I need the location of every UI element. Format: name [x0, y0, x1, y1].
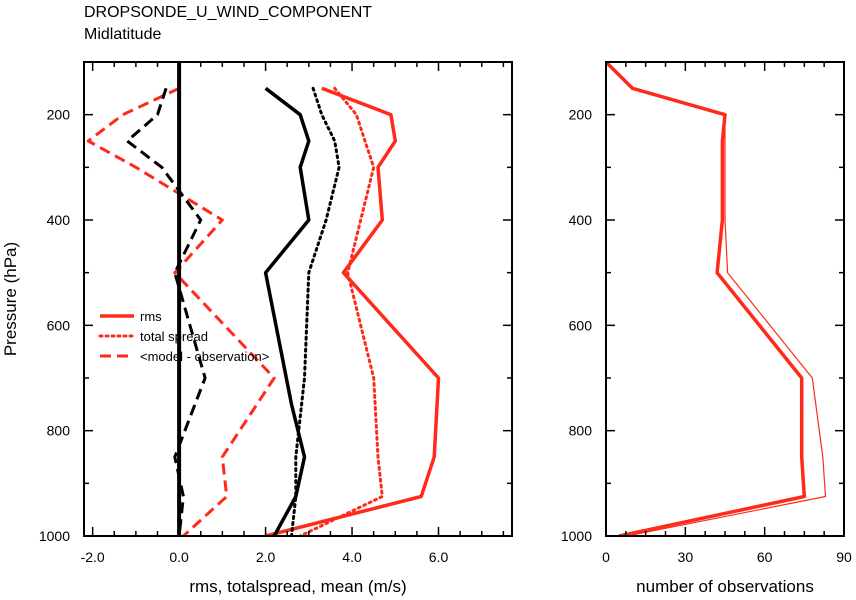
legend-label: rms [140, 309, 162, 324]
y-tick-label: 800 [47, 423, 71, 439]
legend-label: total spread [140, 329, 208, 344]
chart-title: DROPSONDE_U_WIND_COMPONENT [84, 4, 372, 21]
x-tick-label: 0 [602, 549, 610, 565]
series-group [606, 62, 827, 536]
x-tick-label: 60 [757, 549, 773, 565]
series-5-line [125, 87, 207, 536]
series-1-line [606, 62, 827, 536]
y-tick-label: 1000 [39, 528, 70, 544]
chart-subtitle: Midlatitude [84, 26, 161, 43]
y-tick-label: 400 [47, 212, 71, 228]
x-axis-label: rms, totalspread, mean (m/s) [189, 577, 406, 596]
y-tick-label: 600 [569, 317, 593, 333]
x-tick-label: 0.0 [169, 549, 189, 565]
x-tick-label: 4.0 [342, 549, 362, 565]
x-tick-label: 90 [836, 549, 852, 565]
x-tick-label: 30 [678, 549, 694, 565]
legend: rms total spread <model - observation> [98, 309, 269, 364]
legend-label: <model - observation> [140, 349, 269, 364]
y-axis-label: Pressure (hPa) [1, 242, 20, 356]
x-tick-label: 2.0 [256, 549, 276, 565]
series-3-line [263, 86, 311, 536]
left-panel: -2.0 0.0 2.0 4.0 6.0 200 400 600 800 1000 rms, tot… [1, 61, 513, 596]
series-4-line [290, 86, 341, 536]
model-observation-line [86, 86, 276, 536]
total-spread-line [298, 86, 384, 536]
y-tick-label: 800 [569, 423, 593, 439]
x-tick-label: -2.0 [81, 549, 105, 565]
x-tick-label: 6.0 [429, 549, 449, 565]
y-tick-label: 600 [47, 317, 71, 333]
rms-line [265, 86, 441, 536]
plot-frame [83, 61, 513, 537]
y-tick-label: 200 [569, 107, 593, 123]
right-panel: 0 30 60 90 200 400 600 800 1000 number of observa… [561, 61, 852, 596]
y-tick-label: 200 [47, 107, 71, 123]
x-axis-label: number of observations [636, 577, 814, 596]
y-tick-label: 1000 [561, 528, 592, 544]
y-tick-label: 400 [569, 212, 593, 228]
series-group [86, 62, 441, 536]
series-0-line [606, 62, 807, 536]
